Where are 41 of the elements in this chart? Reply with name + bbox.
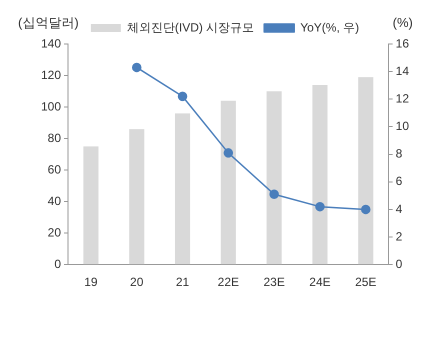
- y2-tick-label: 2: [396, 229, 403, 244]
- bar: [174, 113, 190, 264]
- y-tick-label: 140: [40, 36, 62, 50]
- x-tick-label: 20: [130, 275, 144, 290]
- x-tick-label: 25E: [355, 275, 376, 290]
- y2-tick-label: 12: [396, 91, 410, 106]
- y2-tick-label: 16: [396, 36, 410, 50]
- x-tick-label: 23E: [263, 275, 285, 290]
- y-tick-label: 20: [48, 225, 62, 240]
- x-tick-label: 19: [84, 275, 98, 290]
- y2-tick-label: 4: [396, 202, 403, 216]
- y-tick-label: 100: [40, 99, 62, 114]
- bar: [266, 91, 282, 264]
- y-tick-label: 60: [48, 162, 62, 176]
- y-tick-label: 80: [48, 130, 62, 145]
- x-tick-label: 24E: [309, 275, 331, 290]
- y2-tick-label: 6: [396, 174, 403, 188]
- y2-tick-label: 10: [396, 119, 410, 134]
- bar: [129, 129, 144, 264]
- bar: [220, 100, 236, 264]
- bar: [312, 84, 328, 264]
- y2-axis-title: (%): [392, 15, 413, 30]
- point: [178, 92, 188, 102]
- point: [315, 202, 325, 212]
- y2-tick-label: 8: [396, 146, 403, 161]
- legend-label: YoY(%, 우): [300, 20, 360, 34]
- point: [224, 148, 234, 158]
- y2-tick-label: 0: [396, 256, 403, 271]
- point: [269, 190, 279, 200]
- point: [361, 204, 370, 214]
- point: [132, 62, 142, 72]
- y-tick-label: 40: [48, 194, 62, 208]
- x-tick-label: 22E: [218, 275, 240, 290]
- y-axis-title: (십억달러): [18, 15, 79, 30]
- y-tick-label: 120: [40, 68, 62, 82]
- x-tick-label: 21: [176, 275, 190, 290]
- y-tick-label: 0: [54, 256, 62, 271]
- y2-tick-label: 14: [396, 64, 410, 78]
- bar: [83, 146, 98, 264]
- legend-label: 체외진단(IVD) 시장규모: [126, 20, 254, 34]
- bar: [358, 77, 374, 264]
